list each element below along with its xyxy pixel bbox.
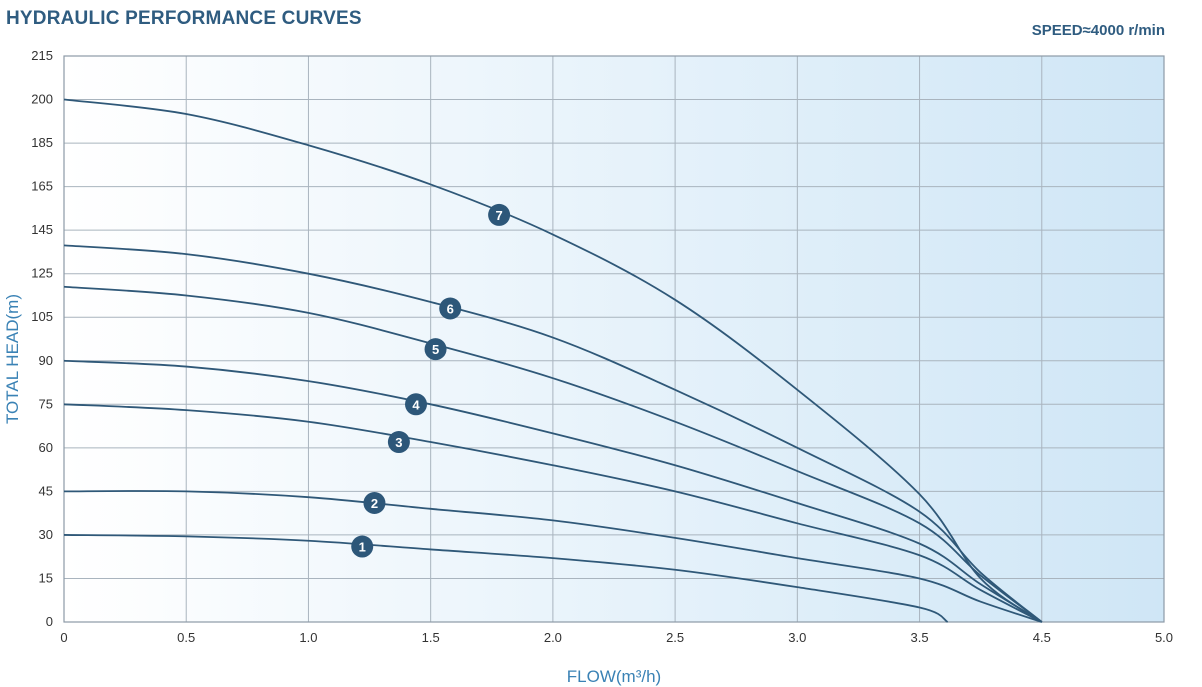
marker-label: 3 <box>395 435 402 450</box>
marker-label: 5 <box>432 342 439 357</box>
curve-6 <box>63 244 1043 623</box>
curve-2 <box>63 490 1043 623</box>
curve-marker-3: 3 <box>387 431 410 454</box>
curve-4 <box>63 359 1043 623</box>
chart-title: HYDRAULIC PERFORMANCE CURVES <box>6 8 362 29</box>
curve-1 <box>63 534 949 623</box>
x-tick-label: 2.5 <box>666 630 684 645</box>
curve-5 <box>63 285 1043 623</box>
y-tick-label: 15 <box>39 570 53 585</box>
curve-3 <box>63 403 1043 623</box>
x-tick-label: 1.5 <box>422 630 440 645</box>
y-tick-label: 105 <box>31 309 53 324</box>
marker-label: 7 <box>495 208 502 223</box>
curve-marker-7: 7 <box>488 203 511 226</box>
marker-circle <box>439 297 462 320</box>
x-tick-label: 3.0 <box>788 630 806 645</box>
x-tick-label: 4.5 <box>1033 630 1051 645</box>
curve-marker-1: 1 <box>351 535 374 558</box>
speed-label: SPEED≈4000 r/min <box>1031 22 1165 39</box>
marker-circle <box>424 338 447 361</box>
y-tick-label: 200 <box>31 92 53 107</box>
x-tick-label: 3.5 <box>911 630 929 645</box>
x-axis-label: FLOW(m³/h) <box>567 667 661 686</box>
y-tick-label: 165 <box>31 179 53 194</box>
x-tick-label: 0.5 <box>177 630 195 645</box>
curve-marker-5: 5 <box>424 338 447 361</box>
y-tick-label: 30 <box>39 527 53 542</box>
grid <box>63 55 1165 623</box>
plot-area <box>64 56 1164 622</box>
marker-circle <box>405 393 427 416</box>
marker-circle <box>363 491 386 514</box>
marker-circle <box>351 535 374 558</box>
x-tick-label: 1.0 <box>299 630 317 645</box>
y-tick-label: 45 <box>39 483 53 498</box>
y-tick-label: 215 <box>31 48 53 63</box>
y-tick-label: 185 <box>31 135 53 150</box>
x-tick-label: 2.0 <box>544 630 562 645</box>
marker-label: 6 <box>447 302 454 317</box>
marker-label: 4 <box>412 397 420 412</box>
y-tick-label: 60 <box>39 440 53 455</box>
curve-7 <box>63 98 1043 623</box>
y-tick-label: 90 <box>39 353 53 368</box>
curves <box>63 98 1043 623</box>
plot-frame <box>63 55 1165 623</box>
curve-marker-4: 4 <box>405 393 427 416</box>
curve-markers: 1 2 3 4 5 6 7 <box>351 203 511 558</box>
x-tick-label: 5.0 <box>1155 630 1173 645</box>
x-tick-label: 0 <box>60 630 67 645</box>
y-tick-label: 145 <box>31 222 53 237</box>
y-tick-label: 0 <box>46 614 53 629</box>
marker-label: 1 <box>359 540 366 555</box>
y-tick-label: 125 <box>31 266 53 281</box>
marker-circle <box>387 431 410 454</box>
y-axis-label: TOTAL HEAD(m) <box>3 294 22 424</box>
curve-marker-6: 6 <box>439 297 462 320</box>
marker-label: 2 <box>371 496 378 511</box>
marker-circle <box>488 203 511 226</box>
curve-marker-2: 2 <box>363 491 386 514</box>
axis-ticks: 0 0.5 1.0 1.5 2.0 2.5 3.0 3.5 4.5 5.0015304560759… <box>31 48 1173 645</box>
y-tick-label: 75 <box>39 396 53 411</box>
